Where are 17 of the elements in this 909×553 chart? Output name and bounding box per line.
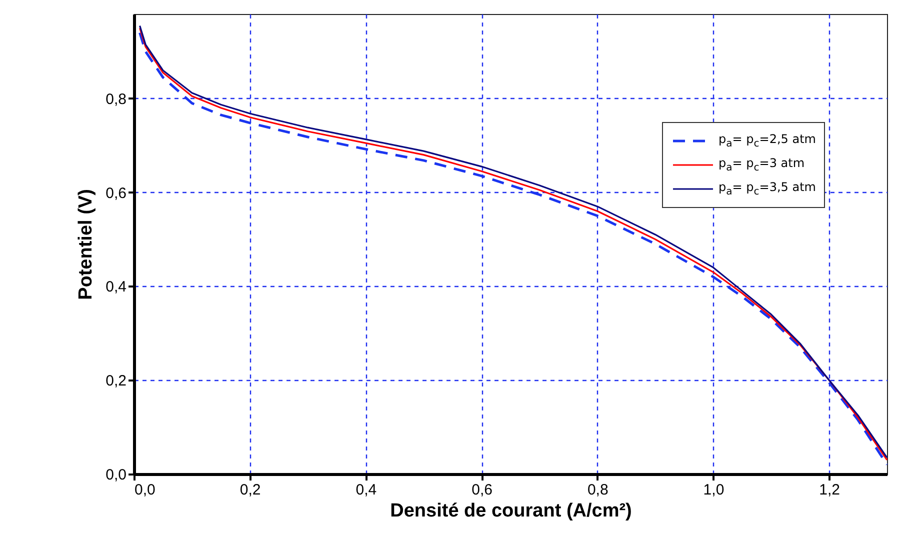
y-tick-label: 0,6 <box>106 184 126 202</box>
x-tick-label: 0,6 <box>472 482 492 498</box>
x-tick-label: 0,2 <box>240 482 261 498</box>
legend-label: p$_{a}$= p$_{c}$=3 atm <box>718 156 805 174</box>
y-tick-label: 0,8 <box>106 90 126 108</box>
x-tick-label: 0,0 <box>134 482 156 498</box>
x-tick-label: 1,0 <box>703 482 724 498</box>
legend-label: p$_{a}$= p$_{c}$=3,5 atm <box>718 180 816 198</box>
legend-label: p$_{a}$= p$_{c}$=2,5 atm <box>718 132 816 150</box>
y-tick-label: 0,4 <box>106 278 126 296</box>
y-axis-title: Potentiel (V) <box>76 189 97 300</box>
x-tick-label: 0,8 <box>587 482 608 498</box>
x-tick-label: 0,4 <box>356 482 377 498</box>
x-tick-label: 1,2 <box>819 482 840 498</box>
y-tick-label: 0,0 <box>106 466 126 484</box>
y-tick-label: 0,2 <box>106 372 126 390</box>
x-axis-title: Densité de courant (A/cm²) <box>390 500 632 522</box>
